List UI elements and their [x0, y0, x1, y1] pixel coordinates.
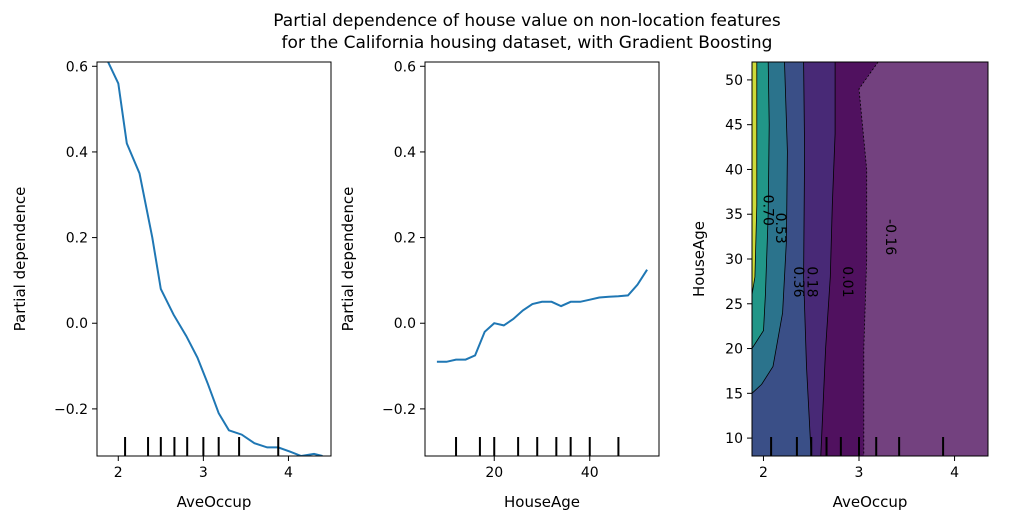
y-tick-label: 0.0	[66, 316, 88, 332]
contour-line	[752, 62, 770, 349]
y-tick-label: 35	[725, 207, 743, 223]
y-tick-label: 45	[725, 118, 743, 134]
plot-frame	[424, 61, 660, 457]
y-tick-label: 10	[725, 431, 743, 447]
contour-line	[752, 62, 788, 394]
y-tick-label: 0.6	[394, 59, 416, 75]
panel-houseage-line: 20 40 −0.2 0.0 0.2 0.4 0.6 HouseAge Partial depe…	[339, 59, 660, 511]
y-tick-label: 50	[725, 73, 743, 89]
plot-frame	[96, 61, 332, 457]
series-line	[107, 62, 323, 456]
y-tick-label: 30	[725, 252, 743, 268]
y-tick-label: 40	[725, 162, 743, 178]
series-line	[436, 269, 648, 363]
x-tick-label: 4	[284, 465, 293, 481]
y-axis-label: Partial dependence	[339, 187, 357, 332]
x-tick-label: 2	[759, 465, 768, 481]
figure-title-line1: Partial dependence of house value on non…	[273, 11, 781, 31]
y-tick-label: −0.2	[382, 402, 416, 418]
y-tick-label: 15	[725, 386, 743, 402]
contour-line	[820, 62, 836, 456]
contour-label: -0.16	[882, 219, 898, 255]
figure-title-line2: for the California housing dataset, with…	[282, 33, 773, 53]
y-tick-label: 0.2	[66, 231, 88, 247]
contour-label: 0.36	[790, 266, 806, 297]
y-tick-label: 25	[725, 297, 743, 313]
x-tick-label: 4	[950, 465, 959, 481]
contour-line	[803, 62, 812, 456]
x-tick-label: 40	[581, 465, 599, 481]
y-tick-label: 0.2	[394, 231, 416, 247]
contour-label: 0.70	[759, 195, 775, 226]
y-tick-label: −0.2	[54, 402, 88, 418]
x-axis-label: HouseAge	[504, 493, 580, 511]
y-tick-label: 0.0	[394, 316, 416, 332]
contour-label: 0.01	[839, 266, 855, 297]
x-axis-label: AveOccup	[177, 493, 252, 511]
y-tick-label: 0.6	[66, 59, 88, 75]
x-tick-label: 2	[114, 465, 123, 481]
panel-aveoccup-line: 2 3 4 −0.2 0.0 0.2 0.4 0.6 AveOccup Partial depen…	[11, 59, 332, 511]
y-tick-label: 0.4	[394, 145, 416, 161]
panel-2d-contour: 0.700.53 0.360.18 0.01 -0.16 2 3 4 10 15 20 25 30 35…	[690, 61, 989, 511]
contour-label: 0.18	[803, 266, 819, 297]
y-tick-label: 0.4	[66, 145, 88, 161]
x-tick-label: 3	[855, 465, 864, 481]
contour-line	[752, 62, 758, 295]
y-tick-label: 20	[725, 342, 743, 358]
x-axis-label: AveOccup	[833, 493, 908, 511]
x-tick-label: 3	[199, 465, 208, 481]
y-axis-label: Partial dependence	[11, 187, 29, 332]
contour-label: 0.53	[772, 213, 788, 244]
contour-area: 0.700.53 0.360.18 0.01 -0.16	[752, 62, 988, 456]
x-tick-label: 20	[485, 465, 503, 481]
y-axis-label: HouseAge	[690, 221, 708, 297]
